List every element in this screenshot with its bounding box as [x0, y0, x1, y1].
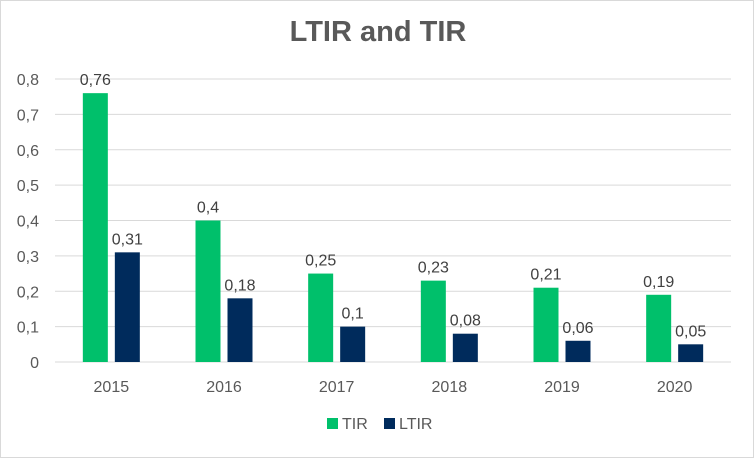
data-label: 0,19 [643, 274, 674, 291]
bar-ltir [565, 340, 591, 362]
data-label: 0,05 [675, 323, 706, 340]
data-label: 0,25 [305, 253, 336, 270]
bar-tir [533, 287, 559, 362]
bar-tir [308, 273, 334, 362]
bar-ltir [452, 333, 478, 362]
data-label: 0,76 [80, 72, 111, 89]
legend-swatch-ltir [384, 418, 395, 429]
y-tick-label: 0,2 [17, 284, 39, 301]
bar-ltir [340, 326, 366, 362]
x-tick-label: 2016 [206, 379, 242, 396]
bar-ltir [227, 298, 253, 362]
x-tick-label: 2019 [544, 379, 580, 396]
x-tick-label: 2015 [94, 379, 130, 396]
bar-tir [420, 280, 446, 362]
x-tick-label: 2018 [432, 379, 468, 396]
x-tick-label: 2017 [319, 379, 355, 396]
y-tick-label: 0,5 [17, 178, 39, 195]
y-tick-label: 0,1 [17, 320, 39, 337]
y-tick-label: 0,4 [17, 214, 39, 231]
y-tick-label: 0,6 [17, 143, 39, 160]
data-label: 0,18 [224, 277, 255, 294]
y-tick-label: 0,3 [17, 249, 39, 266]
x-tick-label: 2020 [657, 379, 693, 396]
chart-title: LTIR and TIR [289, 16, 467, 48]
legend-label-tir: TIR [342, 416, 368, 433]
bar-ltir [114, 252, 140, 362]
data-label: 0,23 [418, 260, 449, 277]
y-tick-label: 0,8 [17, 72, 39, 89]
legend-swatch-tir [327, 418, 338, 429]
data-label: 0,21 [530, 267, 561, 284]
bar-tir [646, 294, 672, 362]
legend-label-ltir: LTIR [399, 416, 432, 433]
y-tick-label: 0 [30, 355, 39, 372]
data-label: 0,4 [197, 200, 219, 217]
data-label: 0,1 [342, 306, 364, 323]
data-label: 0,08 [450, 313, 481, 330]
data-label: 0,06 [562, 320, 593, 337]
bar-tir [195, 220, 221, 362]
bar-tir [82, 93, 108, 363]
y-tick-label: 0,7 [17, 107, 39, 124]
data-label: 0,31 [112, 231, 143, 248]
bar-ltir [678, 344, 704, 362]
